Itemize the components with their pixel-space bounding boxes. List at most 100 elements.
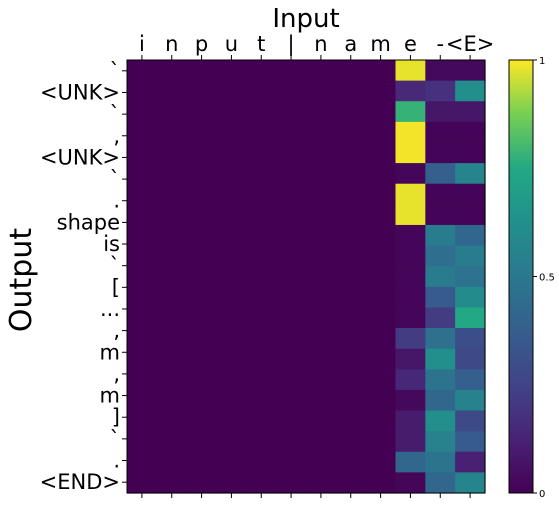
x-tick-label: m bbox=[370, 32, 390, 56]
y-tick-label: . bbox=[113, 189, 120, 213]
heatmap-cell bbox=[156, 389, 188, 412]
heatmap-cell bbox=[186, 369, 218, 391]
heatmap-cell bbox=[306, 101, 337, 123]
heatmap-cell bbox=[335, 307, 367, 329]
heatmap-cell bbox=[306, 204, 337, 226]
heatmap-cell bbox=[306, 80, 337, 102]
heatmap-cell bbox=[306, 224, 337, 247]
heatmap-cell bbox=[395, 101, 426, 123]
heatmap-cell bbox=[156, 307, 188, 329]
heatmap-cell bbox=[425, 142, 456, 164]
heatmap-cell bbox=[216, 328, 247, 350]
heatmap-cell bbox=[246, 389, 277, 412]
x-tick-label: n bbox=[165, 32, 178, 56]
x-tick-label: | bbox=[288, 32, 295, 57]
x-tick-label: n bbox=[314, 32, 327, 56]
heatmap-cell bbox=[216, 163, 247, 185]
heatmap-cell bbox=[335, 472, 367, 494]
heatmap-cell bbox=[455, 204, 486, 226]
heatmap-cell bbox=[276, 183, 307, 205]
heatmap-cell bbox=[246, 431, 277, 453]
heatmap-cell bbox=[306, 286, 337, 309]
heatmap-cell bbox=[306, 328, 337, 350]
heatmap-cell bbox=[395, 431, 426, 453]
x-tick-label: i bbox=[139, 32, 145, 56]
heatmap-cell bbox=[335, 101, 367, 123]
heatmap-cell bbox=[365, 431, 397, 453]
heatmap-cell bbox=[276, 328, 307, 350]
y-tick-label: ` bbox=[110, 102, 121, 126]
y-tick-label: is bbox=[103, 232, 120, 256]
heatmap-cell bbox=[365, 60, 397, 82]
heatmap-cell bbox=[306, 245, 337, 267]
heatmap-cell bbox=[306, 451, 337, 473]
heatmap-cell bbox=[276, 142, 307, 164]
heatmap-cell bbox=[127, 348, 158, 370]
heatmap-cell bbox=[276, 369, 307, 391]
heatmap-cell bbox=[186, 60, 218, 82]
heatmap-cell bbox=[395, 472, 426, 494]
heatmap-cell bbox=[455, 80, 486, 102]
heatmap-cell bbox=[276, 348, 307, 370]
heatmap-cell bbox=[335, 369, 367, 391]
heatmap-cell bbox=[395, 204, 426, 226]
heatmap-cell bbox=[246, 204, 277, 226]
heatmap-cell bbox=[365, 472, 397, 494]
heatmap-cell bbox=[246, 472, 277, 494]
heatmap-cell bbox=[335, 121, 367, 144]
heatmap-cell bbox=[246, 142, 277, 164]
colorbar-tick-label: 0 bbox=[539, 489, 545, 500]
heatmap-cell bbox=[455, 286, 486, 309]
heatmap-cell bbox=[127, 307, 158, 329]
heatmap-cell bbox=[455, 348, 486, 370]
heatmap-cell bbox=[365, 245, 397, 267]
heatmap-cell bbox=[186, 472, 218, 494]
heatmap-cell bbox=[127, 245, 158, 267]
heatmap-cell bbox=[455, 224, 486, 247]
heatmap-cell bbox=[216, 121, 247, 144]
heatmap-cell bbox=[425, 369, 456, 391]
heatmap-cell bbox=[455, 60, 486, 82]
heatmap-cell bbox=[127, 410, 158, 432]
heatmap-cell bbox=[276, 389, 307, 412]
y-tick-label: , bbox=[113, 362, 120, 386]
heatmap-cell bbox=[127, 431, 158, 453]
heatmap-cell bbox=[335, 204, 367, 226]
heatmap-cell bbox=[246, 245, 277, 267]
heatmap-cell bbox=[335, 163, 367, 185]
heatmap-cell bbox=[335, 60, 367, 82]
heatmap-cell bbox=[365, 101, 397, 123]
heatmap-cell bbox=[395, 80, 426, 102]
heatmap-cell bbox=[365, 369, 397, 391]
heatmap-cell bbox=[186, 183, 218, 205]
heatmap-cell bbox=[395, 224, 426, 247]
heatmap-cell bbox=[246, 286, 277, 309]
heatmap-cell bbox=[335, 245, 367, 267]
heatmap-cell bbox=[186, 80, 218, 102]
plot-frame bbox=[126, 59, 486, 494]
heatmap-cell bbox=[425, 245, 456, 267]
y-tick-label: ` bbox=[110, 167, 121, 191]
heatmap-cell bbox=[246, 101, 277, 123]
heatmap-cell bbox=[216, 183, 247, 205]
heatmap-cell bbox=[395, 266, 426, 288]
heatmap-cell bbox=[425, 204, 456, 226]
heatmap-cell bbox=[186, 163, 218, 185]
heatmap-cell bbox=[186, 389, 218, 412]
y-tick-label: m bbox=[100, 384, 120, 408]
heatmap-cell bbox=[306, 60, 337, 82]
heatmap-cell bbox=[127, 472, 158, 494]
heatmap-cell bbox=[156, 451, 188, 473]
heatmap-cell bbox=[156, 286, 188, 309]
heatmap-cell bbox=[276, 286, 307, 309]
heatmap-cell bbox=[335, 142, 367, 164]
heatmap-cell bbox=[246, 163, 277, 185]
heatmap-cell bbox=[276, 266, 307, 288]
heatmap-cell bbox=[216, 80, 247, 102]
heatmap-cell bbox=[127, 224, 158, 247]
heatmap-cell bbox=[455, 142, 486, 164]
heatmap-cell bbox=[246, 307, 277, 329]
heatmap-cell bbox=[455, 328, 486, 350]
heatmap-cell bbox=[395, 245, 426, 267]
